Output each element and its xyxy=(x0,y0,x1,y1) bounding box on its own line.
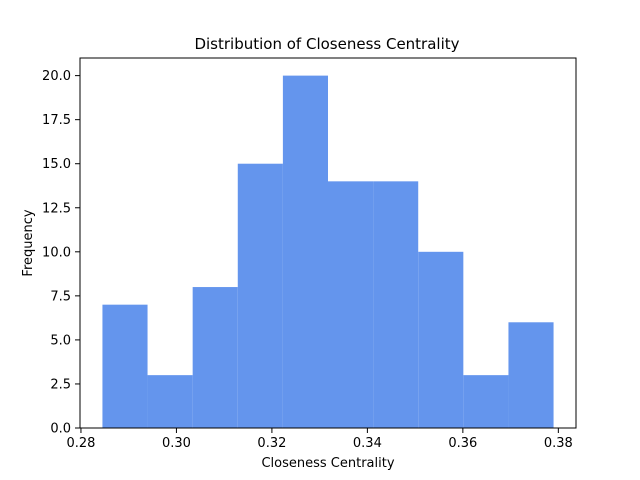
plot-area-frame xyxy=(79,57,577,429)
x-tick-label: 0.28 xyxy=(66,436,95,451)
histogram-bar xyxy=(192,287,238,428)
x-tick-label: 0.36 xyxy=(448,436,477,451)
y-tick-label: 15.0 xyxy=(42,157,71,172)
histogram-bar xyxy=(147,375,193,428)
y-tick-label: 5.0 xyxy=(50,333,71,348)
histogram-bar xyxy=(102,304,148,428)
y-tick-label: 0.0 xyxy=(50,422,71,437)
x-tick-label: 0.34 xyxy=(353,436,382,451)
histogram-bar xyxy=(508,322,554,428)
bars-layer xyxy=(102,75,554,428)
y-tick-label: 7.5 xyxy=(50,289,71,304)
x-axis-title: Closeness Centrality xyxy=(261,456,394,471)
histogram-bar xyxy=(328,181,374,428)
x-tick-label: 0.30 xyxy=(162,436,191,451)
histogram-bar xyxy=(418,251,464,428)
x-tick-label: 0.38 xyxy=(544,436,573,451)
chart-title: Distribution of Closeness Centrality xyxy=(194,35,459,53)
histogram-bar xyxy=(282,75,328,428)
x-tick-label: 0.32 xyxy=(257,436,286,451)
x-axis-ticks: 0.28 0.30 0.32 0.34 0.36 0.38 xyxy=(66,428,573,451)
y-axis-title: Frequency xyxy=(21,209,36,276)
y-tick-label: 10.0 xyxy=(42,245,71,260)
histogram-bar xyxy=(237,163,283,428)
histogram-bar xyxy=(373,181,419,428)
y-tick-label: 12.5 xyxy=(42,201,71,216)
y-axis-ticks: 0.0 2.5 5.0 7.5 10.0 12.5 15.0 17.5 20.0 xyxy=(42,69,80,437)
histogram-bar xyxy=(463,375,509,428)
y-tick-label: 20.0 xyxy=(42,69,71,84)
y-tick-label: 17.5 xyxy=(42,113,71,128)
y-tick-label: 2.5 xyxy=(50,377,71,392)
